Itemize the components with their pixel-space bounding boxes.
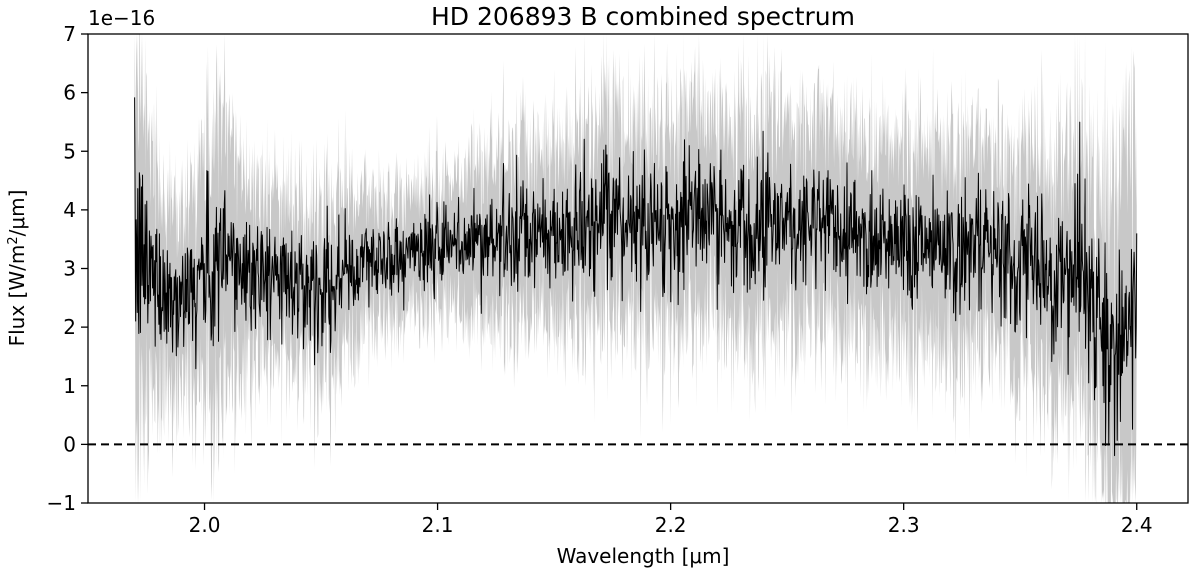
y-tick-label: 0 bbox=[63, 432, 76, 456]
y-tick-label: 3 bbox=[63, 257, 76, 281]
x-tick-label: 2.2 bbox=[655, 513, 687, 537]
y-axis-label-unit: /μm] bbox=[5, 190, 29, 237]
y-tick-label: −1 bbox=[47, 491, 76, 515]
y-axis: −1 0 1 2 3 4 5 6 7 bbox=[47, 22, 88, 515]
y-tick-label: 2 bbox=[63, 315, 76, 339]
y-tick-label: 6 bbox=[63, 81, 76, 105]
offset-label: 1e−16 bbox=[88, 6, 155, 30]
y-tick-label: 1 bbox=[63, 374, 76, 398]
y-axis-label-main: Flux [W/m bbox=[5, 245, 29, 347]
flux-line bbox=[134, 97, 1138, 457]
y-tick-label: 7 bbox=[63, 22, 76, 46]
x-tick-label: 2.4 bbox=[1121, 513, 1153, 537]
y-axis-label: Flux [W/m2/μm] bbox=[5, 190, 29, 347]
x-tick-label: 2.1 bbox=[422, 513, 454, 537]
y-tick-label: 5 bbox=[63, 139, 76, 163]
uncertainty-band-area bbox=[134, 34, 1137, 503]
uncertainty-band bbox=[134, 34, 1137, 503]
x-tick-label: 2.3 bbox=[888, 513, 920, 537]
y-axis-label-superscript: 2 bbox=[6, 236, 21, 244]
x-axis: 2.0 2.1 2.2 2.3 2.4 bbox=[189, 503, 1153, 537]
chart-title: HD 206893 B combined spectrum bbox=[431, 2, 855, 31]
flux-spectrum-line bbox=[134, 97, 1138, 457]
y-tick-label: 4 bbox=[63, 198, 76, 222]
x-tick-label: 2.0 bbox=[189, 513, 221, 537]
x-axis-label: Wavelength [μm] bbox=[557, 544, 730, 568]
